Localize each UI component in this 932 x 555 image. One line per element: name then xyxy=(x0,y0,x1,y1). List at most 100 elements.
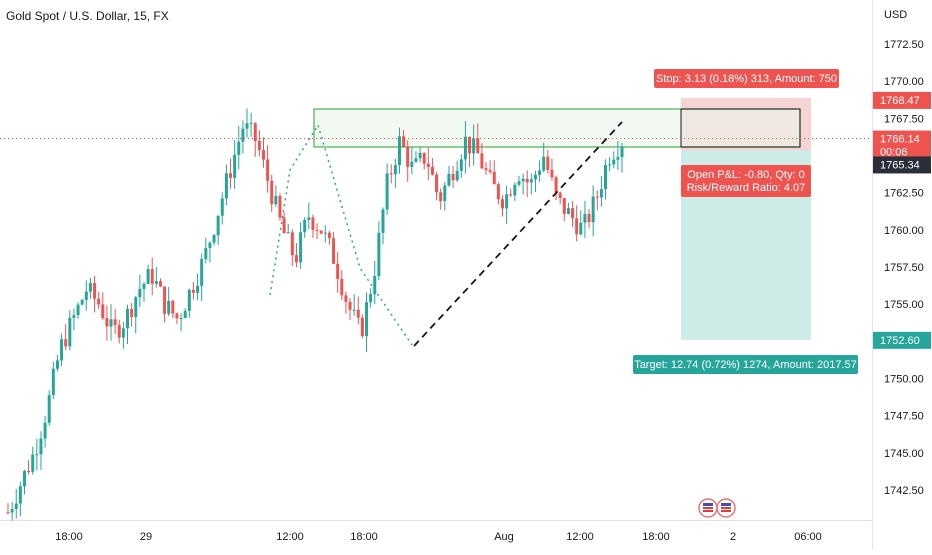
candle-body xyxy=(414,158,418,162)
trend-line[interactable] xyxy=(413,121,623,347)
y-tick-label: 1750.00 xyxy=(884,374,924,386)
candle-body xyxy=(385,173,389,210)
candle-body xyxy=(575,218,579,235)
candle-body xyxy=(426,163,430,167)
candle-body xyxy=(443,185,447,202)
candle-body xyxy=(604,165,608,190)
candle-body xyxy=(163,286,167,314)
candle-body xyxy=(389,173,393,175)
x-tick-label: 12:00 xyxy=(566,531,594,543)
event-flag-icon[interactable] xyxy=(716,498,736,518)
candle-body xyxy=(587,213,591,223)
candle-body xyxy=(80,300,84,305)
candle-body xyxy=(117,325,121,338)
target-label[interactable]: Target: 12.74 (0.72%) 1274, Amount: 2017… xyxy=(633,355,858,374)
candle-body xyxy=(270,180,274,205)
candle-body xyxy=(130,309,134,317)
pattern-dotted-line[interactable] xyxy=(269,123,413,346)
range-rectangle[interactable] xyxy=(313,108,801,148)
candle-body xyxy=(179,318,183,320)
candle-body xyxy=(517,181,521,185)
candles xyxy=(6,108,624,521)
range-rectangle-outline[interactable] xyxy=(680,108,801,148)
candle-body xyxy=(377,232,381,276)
candle-body xyxy=(88,283,92,292)
candle-body xyxy=(381,209,385,233)
candle-body xyxy=(138,288,142,298)
candle-body xyxy=(608,164,612,166)
event-flag-stripe xyxy=(703,507,713,509)
current-price-tag-countdown: 00:06 xyxy=(880,147,908,159)
candle-body xyxy=(27,471,31,473)
candle-body xyxy=(558,192,562,198)
candle-body xyxy=(599,189,603,198)
candle-body xyxy=(455,170,459,181)
candle-body xyxy=(562,197,566,214)
target-price-tag-bg xyxy=(873,331,931,349)
candle-body xyxy=(274,196,278,205)
candle-body xyxy=(422,153,426,164)
pnl-label-bg xyxy=(681,165,811,197)
y-tick-label: 1770.00 xyxy=(884,76,924,88)
candle-body xyxy=(158,281,162,287)
stop-price-tag-text: 1768.47 xyxy=(880,95,920,107)
candle-body xyxy=(303,219,307,233)
candle-body xyxy=(612,159,616,165)
candle-body xyxy=(31,454,35,472)
candle-body xyxy=(10,509,14,513)
candle-body xyxy=(154,281,158,284)
candle-body xyxy=(290,232,294,256)
candle-body xyxy=(72,315,76,318)
candle-body xyxy=(538,170,542,175)
candle-body xyxy=(406,146,410,167)
x-tick-label: 18:00 xyxy=(350,531,378,543)
stop-price-tag-bg xyxy=(873,91,931,109)
candle-body xyxy=(352,309,356,311)
candle-body xyxy=(348,301,352,310)
candle-body xyxy=(393,165,397,175)
x-tick-label: 18:00 xyxy=(642,531,670,543)
y-tick-label: 1772.50 xyxy=(884,39,924,51)
candle-body xyxy=(60,339,64,361)
candle-body xyxy=(533,174,537,180)
x-tick-label: 06:00 xyxy=(794,531,822,543)
candle-body xyxy=(356,309,360,318)
candle-body xyxy=(546,156,550,170)
entry-price-tag: 1765.34 xyxy=(873,156,931,174)
candle-body xyxy=(101,304,105,319)
candle-body xyxy=(369,294,373,303)
target-price-tag: 1752.60 xyxy=(873,331,931,349)
x-tick-label: 12:00 xyxy=(276,531,304,543)
candle-body xyxy=(105,318,109,327)
event-flag-stripe xyxy=(703,510,713,512)
candle-body xyxy=(509,194,513,196)
candle-body xyxy=(550,169,554,178)
candle-body xyxy=(286,232,290,234)
candle-body xyxy=(430,166,434,175)
candle-body xyxy=(191,289,195,293)
stop-label-text: Stop: 3.13 (0.18%) 313, Amount: 750 xyxy=(656,73,837,85)
candle-body xyxy=(208,242,212,249)
candle-body xyxy=(109,319,113,327)
candle-body xyxy=(126,309,130,329)
event-flag-icon[interactable] xyxy=(698,498,718,518)
candle-body xyxy=(134,297,138,317)
candle-body xyxy=(241,128,245,142)
y-tick-label: 1762.50 xyxy=(884,188,924,200)
candle-body xyxy=(257,140,261,151)
target-label-bg xyxy=(633,355,858,374)
candle-body xyxy=(323,232,327,234)
candle-body xyxy=(447,173,451,186)
candle-body xyxy=(496,184,500,200)
chart-title: Gold Spot / U.S. Dollar, 15, FX xyxy=(6,9,169,23)
candle-body xyxy=(500,199,504,209)
candle-body xyxy=(529,179,533,183)
candle-body xyxy=(51,368,55,395)
stop-label[interactable]: Stop: 3.13 (0.18%) 313, Amount: 750 xyxy=(654,69,839,88)
candle-body xyxy=(332,238,336,264)
candle-body xyxy=(513,184,517,196)
